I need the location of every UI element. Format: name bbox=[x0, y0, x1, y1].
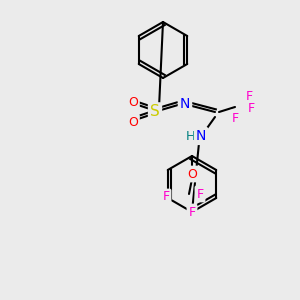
Text: F: F bbox=[162, 190, 169, 203]
Text: F: F bbox=[188, 206, 196, 218]
Text: F: F bbox=[248, 103, 255, 116]
Text: F: F bbox=[245, 89, 253, 103]
Text: N: N bbox=[196, 129, 206, 143]
Text: S: S bbox=[150, 104, 160, 119]
Text: O: O bbox=[128, 95, 138, 109]
Text: H: H bbox=[185, 130, 195, 142]
Text: O: O bbox=[128, 116, 138, 128]
Text: N: N bbox=[180, 97, 190, 111]
Text: O: O bbox=[187, 167, 197, 181]
Text: F: F bbox=[231, 112, 239, 124]
Text: F: F bbox=[196, 188, 204, 200]
